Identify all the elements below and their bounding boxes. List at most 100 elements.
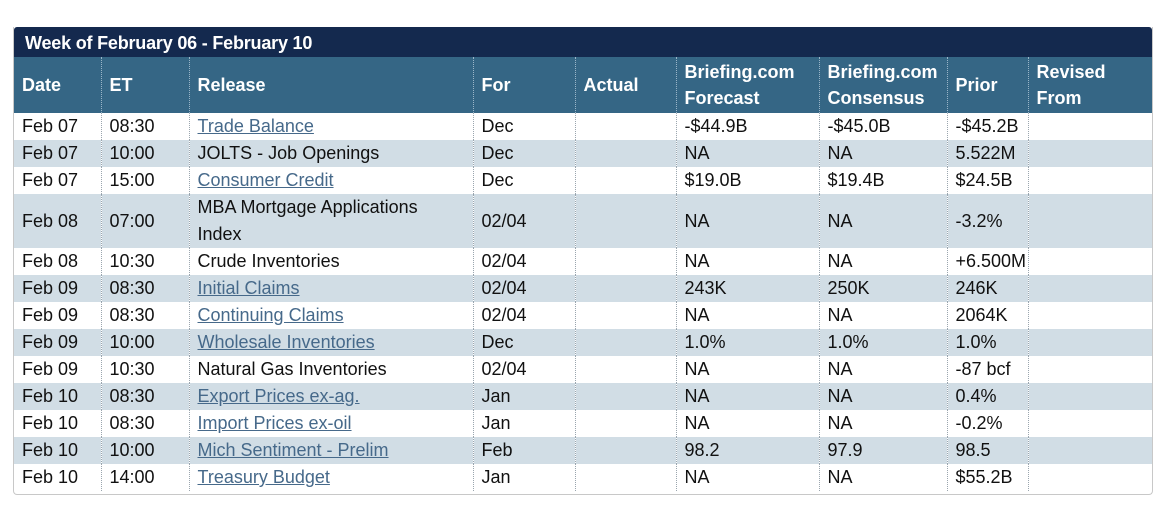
- cell-et: 08:30: [100, 113, 189, 140]
- cell-release: JOLTS - Job Openings: [188, 140, 473, 167]
- cell-release: Mich Sentiment - Prelim: [188, 437, 473, 464]
- cell-for: Jan: [472, 410, 575, 437]
- release-link[interactable]: Wholesale Inventories: [197, 332, 375, 352]
- table-row: Feb 07 15:00 Consumer Credit Dec $19.0B $19.4…: [14, 167, 1152, 194]
- release-link[interactable]: Import Prices ex-oil: [197, 413, 352, 433]
- header-actual: Actual: [574, 57, 676, 113]
- cell-revised: [1027, 194, 1152, 248]
- cell-date: Feb 10: [14, 464, 101, 491]
- cell-actual: [574, 194, 676, 248]
- cell-consensus: 1.0%: [818, 329, 947, 356]
- cell-forecast: NA: [675, 140, 819, 167]
- cell-for: 02/04: [472, 248, 575, 275]
- cell-revised: [1027, 464, 1152, 491]
- table-row: Feb 09 08:30 Continuing Claims 02/04 NA NA 206…: [14, 302, 1152, 329]
- cell-consensus: 97.9: [818, 437, 947, 464]
- release-name: MBA Mortgage Applications Index: [197, 197, 418, 244]
- header-revised-line2: From: [1036, 88, 1082, 108]
- cell-date: Feb 08: [14, 194, 101, 248]
- cell-prior: 98.5: [946, 437, 1028, 464]
- cell-forecast: 243K: [675, 275, 819, 302]
- header-revised: Revised From: [1027, 57, 1152, 113]
- release-link[interactable]: Mich Sentiment - Prelim: [197, 440, 389, 460]
- cell-date: Feb 10: [14, 437, 101, 464]
- release-link[interactable]: Trade Balance: [197, 116, 314, 136]
- cell-prior: 0.4%: [946, 383, 1028, 410]
- cell-actual: [574, 356, 676, 383]
- cell-prior: +6.500M: [946, 248, 1028, 275]
- cell-release: Treasury Budget: [188, 464, 473, 491]
- cell-prior: $24.5B: [946, 167, 1028, 194]
- cell-consensus: -$45.0B: [818, 113, 947, 140]
- cell-et: 10:00: [100, 437, 189, 464]
- header-consensus-line2: Consensus: [827, 88, 925, 108]
- header-date: Date: [14, 57, 101, 113]
- cell-release: MBA Mortgage Applications Index: [188, 194, 473, 248]
- cell-actual: [574, 140, 676, 167]
- cell-consensus: NA: [818, 464, 947, 491]
- cell-for: Dec: [472, 167, 575, 194]
- cell-consensus: 250K: [818, 275, 947, 302]
- cell-forecast: NA: [675, 410, 819, 437]
- release-link[interactable]: Export Prices ex-ag.: [197, 386, 360, 406]
- header-consensus-line1: Briefing.com: [827, 62, 938, 82]
- header-forecast-line2: Forecast: [684, 88, 760, 108]
- cell-actual: [574, 410, 676, 437]
- cell-for: 02/04: [472, 356, 575, 383]
- cell-date: Feb 07: [14, 140, 101, 167]
- cell-consensus: NA: [818, 194, 947, 248]
- cell-forecast: NA: [675, 194, 819, 248]
- header-forecast-line1: Briefing.com: [684, 62, 795, 82]
- cell-actual: [574, 248, 676, 275]
- cell-revised: [1027, 410, 1152, 437]
- cell-actual: [574, 167, 676, 194]
- cell-prior: 2064K: [946, 302, 1028, 329]
- table-row: Feb 10 08:30 Export Prices ex-ag. Jan NA NA 0.…: [14, 383, 1152, 410]
- release-link[interactable]: Treasury Budget: [197, 467, 330, 487]
- table-row: Feb 09 08:30 Initial Claims 02/04 243K 250K 24…: [14, 275, 1152, 302]
- cell-et: 08:30: [100, 275, 189, 302]
- release-link[interactable]: Consumer Credit: [197, 170, 334, 190]
- header-consensus: Briefing.com Consensus: [818, 57, 947, 113]
- header-prior: Prior: [946, 57, 1028, 113]
- cell-for: 02/04: [472, 275, 575, 302]
- cell-revised: [1027, 356, 1152, 383]
- cell-et: 08:30: [100, 302, 189, 329]
- cell-et: 15:00: [100, 167, 189, 194]
- cell-for: Jan: [472, 383, 575, 410]
- cell-consensus: NA: [818, 302, 947, 329]
- cell-date: Feb 09: [14, 275, 101, 302]
- cell-date: Feb 07: [14, 113, 101, 140]
- header-release: Release: [188, 57, 473, 113]
- cell-date: Feb 09: [14, 302, 101, 329]
- cell-consensus: NA: [818, 140, 947, 167]
- cell-release: Natural Gas Inventories: [188, 356, 473, 383]
- cell-prior: 5.522M: [946, 140, 1028, 167]
- cell-actual: [574, 329, 676, 356]
- economic-calendar: Week of February 06 - February 10 Date E…: [13, 27, 1153, 495]
- cell-revised: [1027, 329, 1152, 356]
- cell-release: Import Prices ex-oil: [188, 410, 473, 437]
- cell-revised: [1027, 167, 1152, 194]
- cell-prior: -3.2%: [946, 194, 1028, 248]
- cell-date: Feb 07: [14, 167, 101, 194]
- table-row: Feb 10 10:00 Mich Sentiment - Prelim Feb 98.…: [14, 437, 1152, 464]
- cell-prior: $55.2B: [946, 464, 1028, 491]
- cell-forecast: $19.0B: [675, 167, 819, 194]
- cell-for: Jan: [472, 464, 575, 491]
- table-row: Feb 08 10:30 Crude Inventories 02/04 NA NA +6.…: [14, 248, 1152, 275]
- cell-prior: 1.0%: [946, 329, 1028, 356]
- cell-et: 10:00: [100, 140, 189, 167]
- release-link[interactable]: Initial Claims: [197, 278, 300, 298]
- cell-revised: [1027, 113, 1152, 140]
- cell-release: Wholesale Inventories: [188, 329, 473, 356]
- table-row: Feb 09 10:00 Wholesale Inventories Dec 1.0% 1…: [14, 329, 1152, 356]
- release-link[interactable]: Continuing Claims: [197, 305, 344, 325]
- cell-for: 02/04: [472, 302, 575, 329]
- cell-release: Initial Claims: [188, 275, 473, 302]
- release-name: Natural Gas Inventories: [197, 359, 387, 379]
- cell-actual: [574, 383, 676, 410]
- cell-date: Feb 10: [14, 383, 101, 410]
- cell-release: Export Prices ex-ag.: [188, 383, 473, 410]
- cell-consensus: NA: [818, 383, 947, 410]
